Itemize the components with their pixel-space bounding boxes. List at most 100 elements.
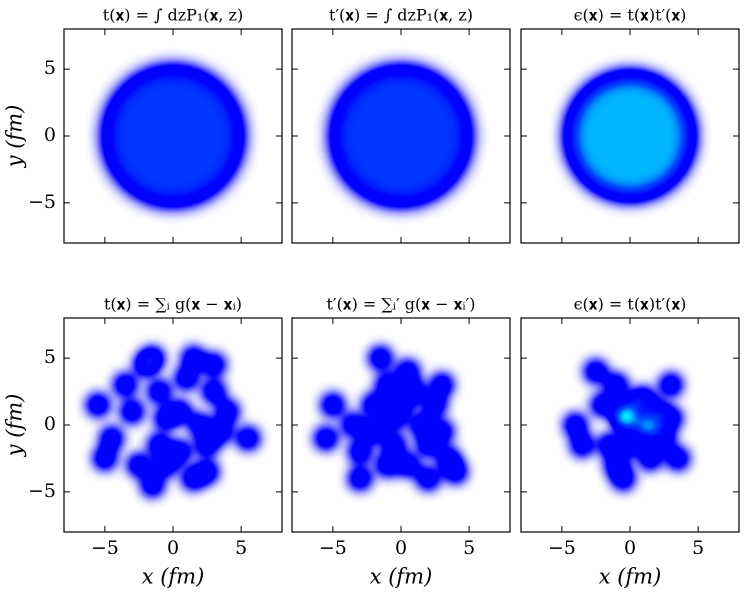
source <box>430 373 454 397</box>
source <box>584 359 608 384</box>
source <box>215 400 240 424</box>
panel-title: t′(𝐱) = ∫ dzP₁(𝐱, z) <box>329 6 473 25</box>
source <box>368 346 393 370</box>
source <box>416 466 440 491</box>
disk <box>568 74 692 198</box>
y-axis-label: y (fm) <box>3 394 27 458</box>
panel: t′(𝐱) = ∫ dzP₁(𝐱, z) <box>291 6 511 244</box>
heatmap <box>86 346 260 497</box>
x-axis-label: x (fm) <box>599 565 662 589</box>
panel-title: t(𝐱) = ∑ᵢ g(𝐱 − 𝐱ᵢ) <box>104 295 242 314</box>
x-tick-label: 0 <box>395 537 407 559</box>
source <box>652 426 676 450</box>
y-tick-label: 5 <box>44 346 56 368</box>
source <box>147 433 171 457</box>
density <box>563 359 690 491</box>
source <box>403 379 427 404</box>
source <box>181 346 206 370</box>
y-tick-label: 5 <box>44 57 56 79</box>
heatmap <box>314 346 468 491</box>
density <box>104 67 242 205</box>
density <box>314 346 468 491</box>
heatmap <box>563 359 690 491</box>
disk <box>104 67 242 205</box>
source <box>341 413 365 437</box>
source <box>362 420 386 444</box>
x-tick-label: −5 <box>548 537 576 559</box>
source <box>570 433 594 457</box>
source <box>659 373 683 397</box>
source <box>375 453 399 477</box>
source <box>666 446 690 471</box>
source <box>175 366 199 390</box>
disk <box>332 67 470 205</box>
source <box>140 473 165 497</box>
y-tick-label: −5 <box>28 480 56 502</box>
source <box>86 393 110 417</box>
panel: ϵ(𝐱) = t(𝐱)t′(𝐱) <box>520 6 740 244</box>
density <box>568 74 692 198</box>
heatmap <box>568 74 692 198</box>
source <box>236 426 260 450</box>
panel: ϵ(𝐱) = t(𝐱)t′(𝐱) −5 0 5 x (fm) <box>520 295 740 589</box>
heatmap <box>104 67 242 205</box>
source <box>93 446 117 471</box>
source <box>396 453 420 477</box>
source <box>100 426 124 450</box>
source <box>409 413 434 437</box>
x-tick-label: 5 <box>463 537 475 559</box>
source <box>611 466 635 491</box>
source <box>618 433 642 457</box>
source <box>396 359 420 384</box>
y-tick-label: −5 <box>28 191 56 213</box>
panel-title: ϵ(𝐱) = t(𝐱)t′(𝐱) <box>574 6 687 25</box>
source <box>382 433 406 457</box>
source <box>423 393 447 417</box>
x-tick-label: 5 <box>692 537 704 559</box>
y-tick-label: 0 <box>44 413 56 435</box>
x-tick-label: −5 <box>91 537 119 559</box>
source <box>140 346 165 370</box>
source <box>348 466 372 491</box>
x-tick-label: 0 <box>167 537 179 559</box>
source <box>202 353 226 377</box>
source <box>168 440 192 464</box>
source <box>113 373 137 397</box>
source <box>597 433 622 457</box>
panel: t(𝐱) = ∫ dzP₁(𝐱, z) −5 0 5 y (fm) <box>3 6 283 244</box>
source <box>591 393 615 417</box>
source <box>127 453 151 477</box>
source <box>443 460 468 484</box>
heatmap <box>332 67 470 205</box>
x-tick-label: 5 <box>235 537 247 559</box>
x-tick-label: 0 <box>624 537 636 559</box>
source <box>188 413 212 437</box>
source <box>375 373 399 397</box>
panel-title: ϵ(𝐱) = t(𝐱)t′(𝐱) <box>574 295 687 314</box>
density <box>332 67 470 205</box>
source <box>202 379 226 404</box>
panel: t(𝐱) = ∑ᵢ g(𝐱 − 𝐱ᵢ) −5 0 5 −5 0 5 x (fm) y (fm) <box>3 295 283 589</box>
x-tick-label: −5 <box>319 537 347 559</box>
source <box>430 420 454 444</box>
source <box>168 400 192 424</box>
source <box>362 393 386 417</box>
source <box>348 440 372 464</box>
panel: t′(𝐱) = ∑ᵢ′ g(𝐱 − 𝐱ᵢ′) −5 0 5 x (fm) <box>291 295 511 589</box>
panel-title: t′(𝐱) = ∑ᵢ′ g(𝐱 − 𝐱ᵢ′) <box>327 295 476 314</box>
density <box>86 346 260 497</box>
source <box>209 420 233 444</box>
y-axis-label: y (fm) <box>3 105 27 169</box>
x-axis-label: x (fm) <box>370 565 433 589</box>
source <box>321 393 345 417</box>
source <box>120 400 144 424</box>
source <box>638 446 663 471</box>
source <box>659 406 683 430</box>
source <box>563 413 588 437</box>
source <box>181 466 206 491</box>
y-tick-label: 0 <box>44 124 56 146</box>
x-axis-label: x (fm) <box>142 565 205 589</box>
source <box>314 426 338 450</box>
source <box>147 379 171 404</box>
